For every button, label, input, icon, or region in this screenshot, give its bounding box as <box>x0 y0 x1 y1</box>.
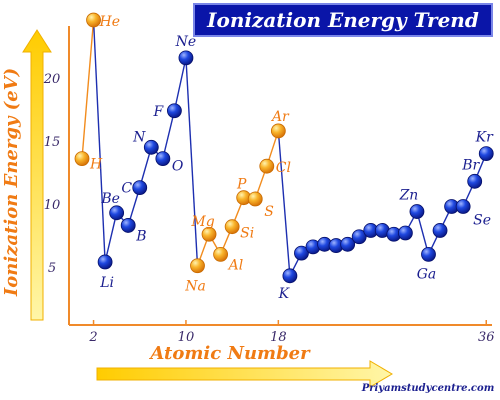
data-point <box>432 223 448 238</box>
data-point <box>97 254 113 270</box>
data-point <box>270 123 286 139</box>
element-label: Zn <box>399 188 419 204</box>
series-segment <box>162 110 176 159</box>
x-tick-label: 2 <box>88 330 97 345</box>
element-label: Be <box>100 191 120 207</box>
element-label: O <box>172 159 184 175</box>
element-label: Li <box>99 275 114 291</box>
data-point <box>143 139 159 155</box>
element-label: Al <box>227 257 244 273</box>
element-label: Mg <box>190 214 214 230</box>
data-point <box>74 151 90 167</box>
data-point <box>340 236 356 252</box>
data-point <box>351 229 367 245</box>
data-point <box>132 180 148 196</box>
x-tick-labels: 2 10 18 36 <box>88 320 495 345</box>
credit-text: Priyamstudycentre.com <box>361 383 495 394</box>
data-point <box>86 12 101 28</box>
series-segment <box>185 57 199 266</box>
y-tick-labels: 5 10 15 20 <box>43 72 61 276</box>
y-axis-arrow <box>22 29 52 321</box>
element-label: Se <box>473 213 491 229</box>
y-axis-title: Ionization Energy (eV) <box>1 68 22 297</box>
data-points <box>74 12 494 284</box>
element-labels: H He Li Be B C N O F Ne Na Mg Al Si P S Cl Ar K Zn Ga Se Br Kr <box>89 14 494 302</box>
y-tick-label: 5 <box>48 261 56 276</box>
data-point <box>120 218 136 233</box>
x-axis-title: Atomic Number <box>148 343 311 364</box>
data-point <box>259 158 275 174</box>
x-tick-label: 10 <box>178 330 195 345</box>
element-label: H <box>89 157 103 173</box>
data-point <box>213 246 229 262</box>
data-point <box>190 258 205 274</box>
data-point <box>421 246 436 262</box>
series-segment <box>81 19 95 159</box>
data-point <box>294 245 309 261</box>
element-label: S <box>264 204 274 220</box>
element-label: C <box>121 181 132 197</box>
data-point <box>282 268 298 284</box>
data-point <box>455 199 471 214</box>
series-segment <box>92 20 106 262</box>
series-segment <box>104 212 118 263</box>
data-point <box>201 226 217 242</box>
data-point <box>409 204 425 219</box>
data-point <box>467 173 483 189</box>
series-segment <box>173 57 187 111</box>
title-banner <box>193 3 493 37</box>
element-label: Na <box>184 279 206 295</box>
data-point <box>109 205 125 221</box>
element-label: Si <box>240 226 254 242</box>
data-point <box>166 103 182 119</box>
y-tick-label: 20 <box>43 72 61 87</box>
y-tick-label: 10 <box>44 198 61 213</box>
element-label: B <box>135 228 146 244</box>
element-label: Ar <box>270 109 290 125</box>
element-label: N <box>132 129 146 145</box>
data-point <box>155 151 171 167</box>
element-label: Ne <box>175 34 197 50</box>
data-point <box>178 50 194 66</box>
data-point <box>247 191 263 207</box>
element-label: K <box>278 286 291 302</box>
x-axis-arrow <box>96 360 393 388</box>
x-tick-label: 18 <box>270 330 287 345</box>
element-label: Ga <box>417 266 437 282</box>
element-label: F <box>153 104 165 120</box>
series-segment <box>277 130 291 276</box>
element-label: Cl <box>276 160 291 176</box>
element-label: He <box>99 14 121 30</box>
data-point <box>224 219 240 235</box>
element-label: Br <box>461 157 480 173</box>
element-label: Kr <box>475 130 494 146</box>
data-point <box>478 146 494 162</box>
x-tick-label: 36 <box>478 330 495 345</box>
chart-title: Ionization Energy Trend <box>206 8 479 32</box>
element-label: P <box>236 177 247 193</box>
y-tick-label: 15 <box>44 135 61 150</box>
data-point <box>397 225 413 241</box>
